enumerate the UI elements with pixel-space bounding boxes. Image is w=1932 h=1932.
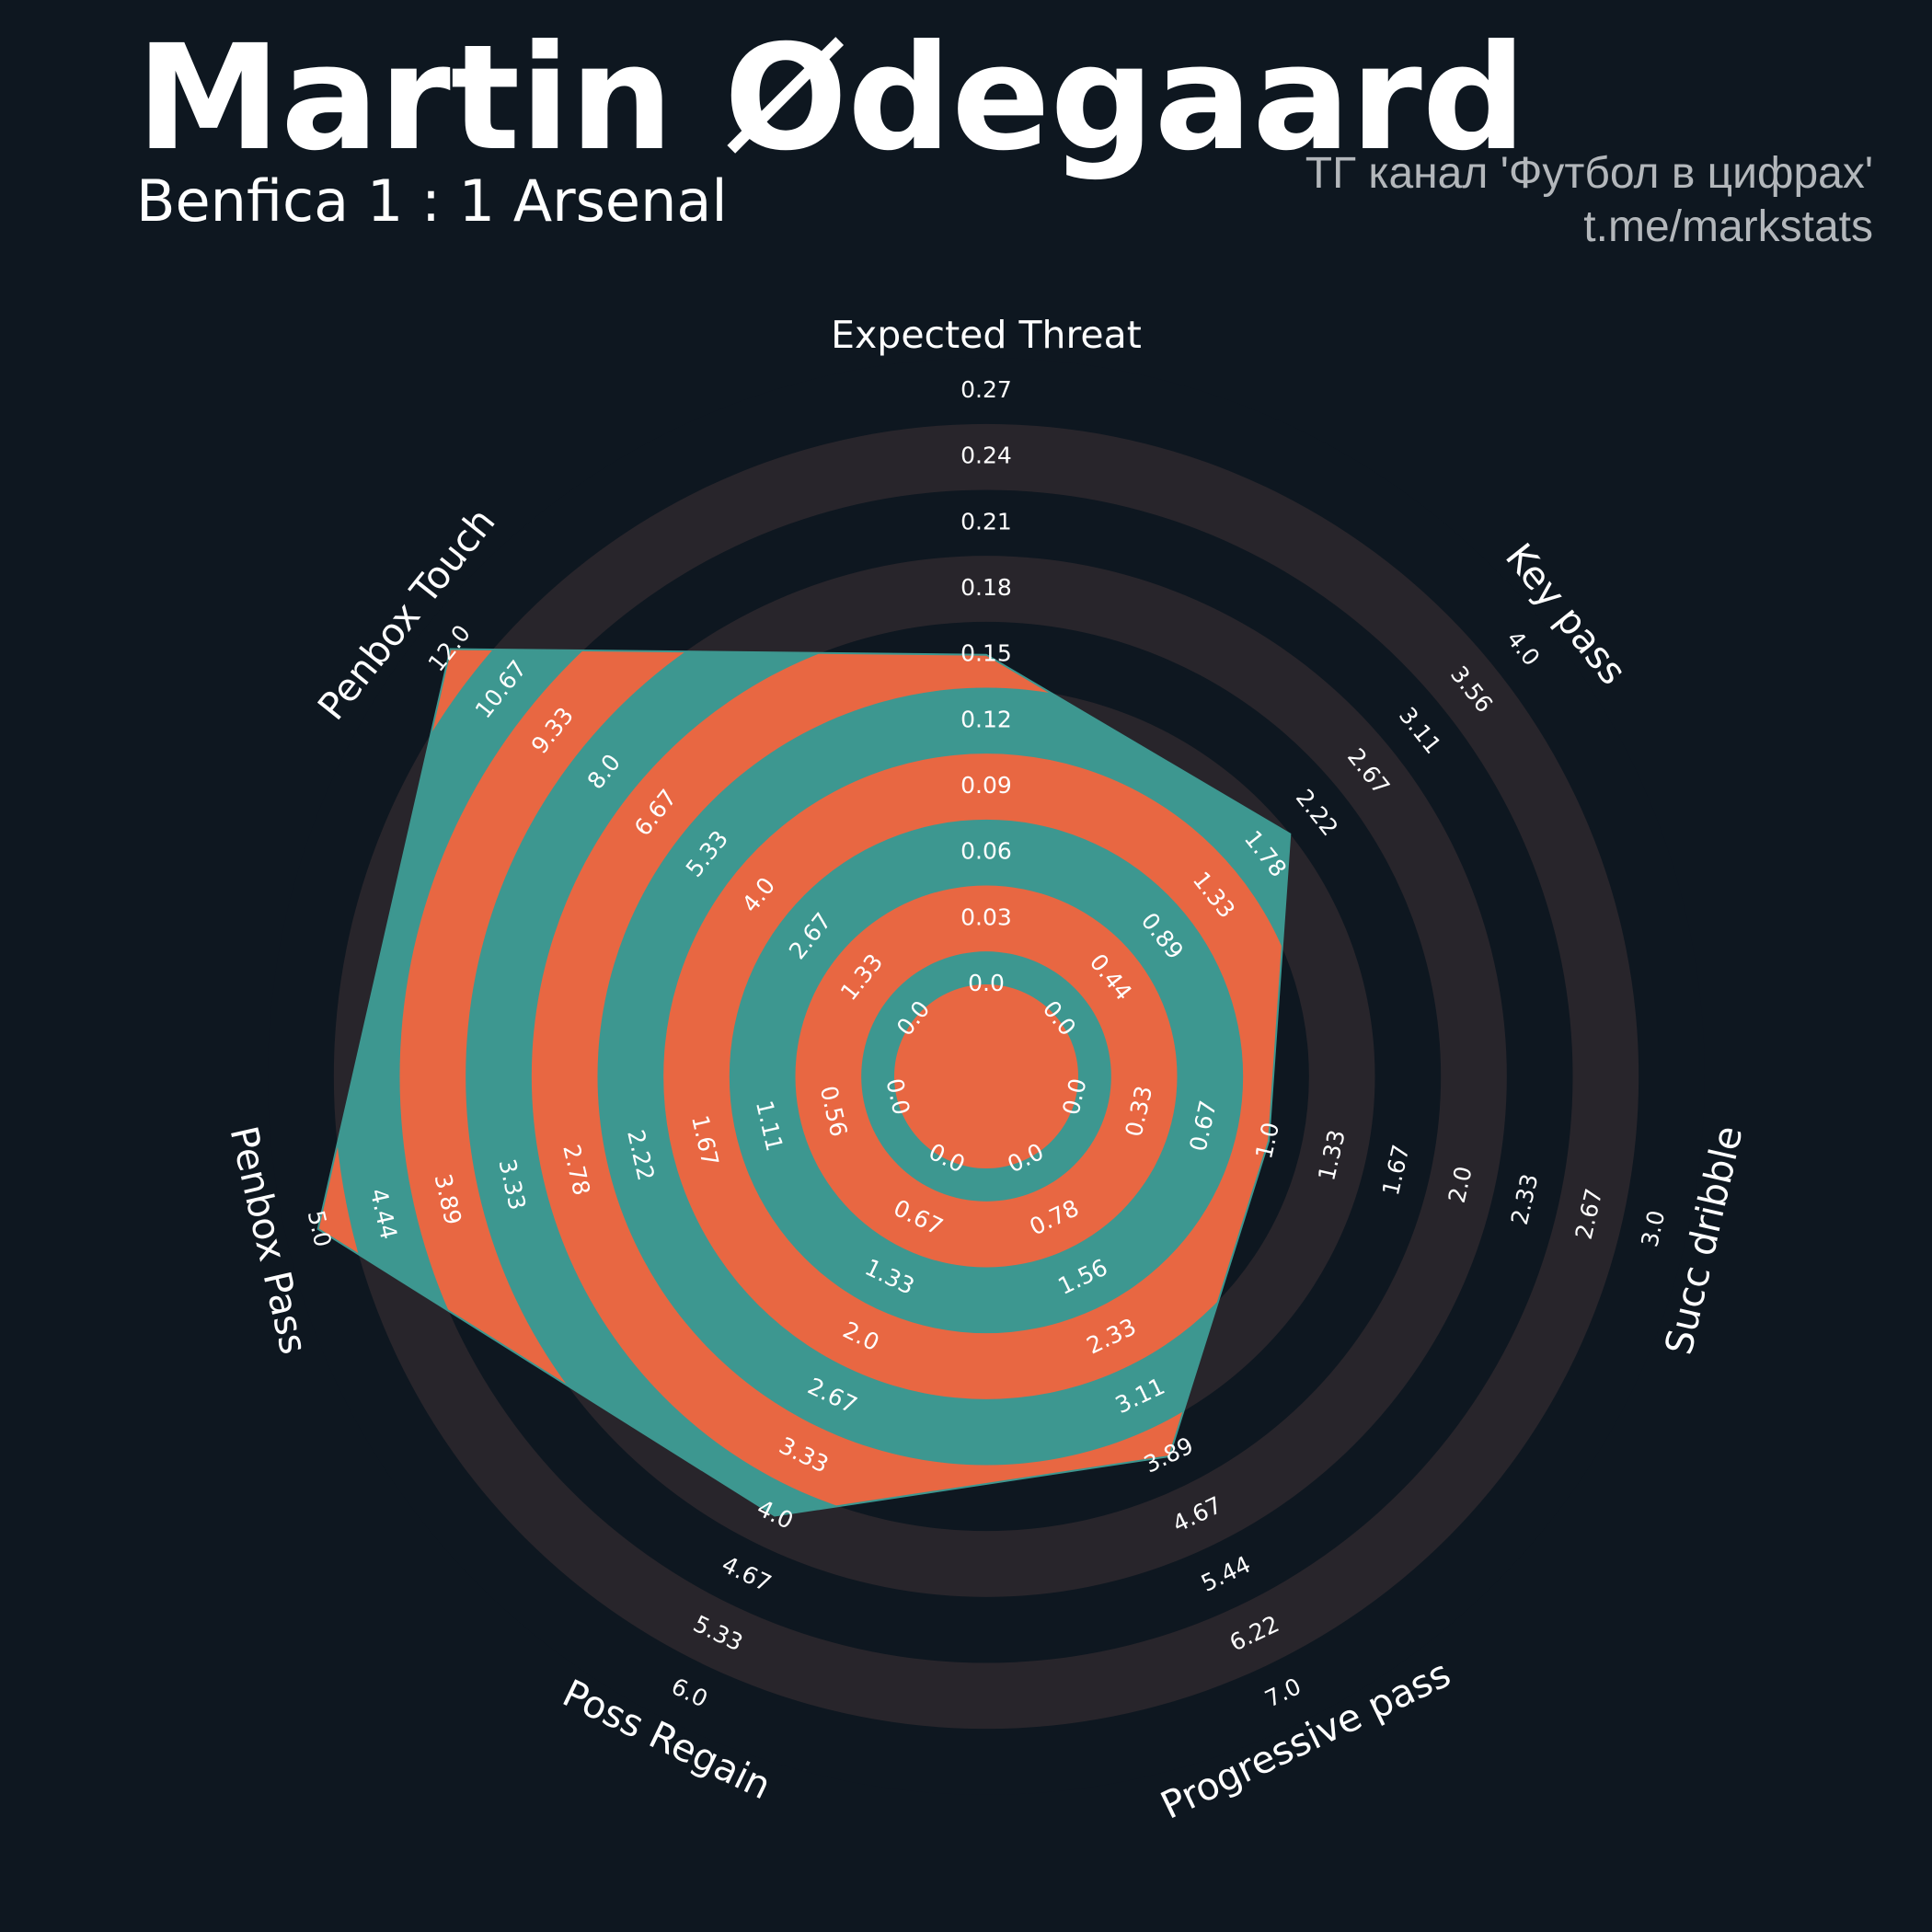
chart-subtitle: Benfica 1 : 1 Arsenal: [136, 167, 728, 235]
player-ring: [894, 984, 1078, 1168]
tick-label: 0.15: [960, 640, 1012, 667]
chart-title: Martin Ødegaard: [136, 14, 1526, 183]
credit-channel: ТГ канал 'Футбол в цифрах': [1305, 149, 1873, 198]
credit-block: ТГ канал 'Футбол в цифрах' t.me/markstat…: [1305, 147, 1873, 254]
tick-label: 0.03: [960, 903, 1012, 930]
tick-label: 0.12: [960, 706, 1012, 732]
tick-label: 0.06: [960, 838, 1012, 865]
tick-label: 0.18: [960, 574, 1012, 601]
tick-label: 0.27: [960, 376, 1012, 403]
credit-link: t.me/markstats: [1583, 202, 1873, 251]
tick-label: 0.0: [968, 970, 1005, 996]
param-label: Expected Threat: [831, 313, 1142, 357]
tick-label: 0.21: [960, 508, 1012, 535]
tick-label: 0.09: [960, 772, 1012, 799]
player-outline: [316, 648, 1292, 1517]
tick-label: 0.24: [960, 443, 1012, 469]
